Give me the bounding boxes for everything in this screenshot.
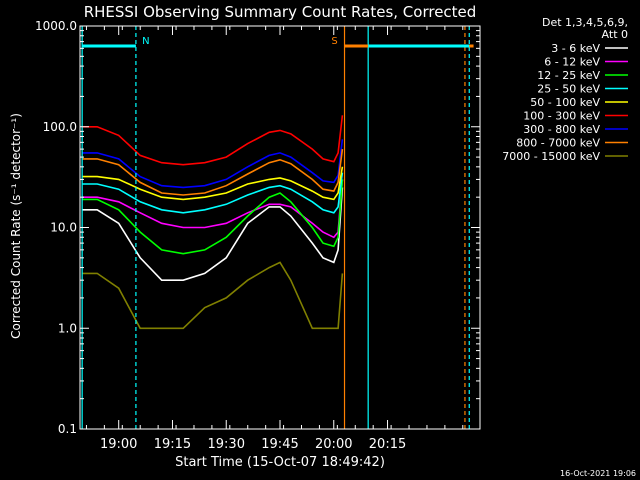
legend-entry-label: 6 - 12 keV xyxy=(544,56,600,69)
x-tick-label: 19:15 xyxy=(154,437,191,452)
y-tick-label: 0.1 xyxy=(58,422,77,436)
x-axis-label: Start Time (15-Oct-07 18:49:42) xyxy=(175,455,385,470)
legend-entry-label: 800 - 7000 keV xyxy=(516,137,600,150)
legend-entry-label: 300 - 800 keV xyxy=(523,123,600,136)
legend-entry-label: 12 - 25 keV xyxy=(537,69,600,82)
footer-timestamp: 16-Oct-2021 19:06 xyxy=(560,469,636,478)
series-line-4 xyxy=(82,166,344,201)
series-line-0 xyxy=(82,187,344,282)
legend-entry-label: 3 - 6 keV xyxy=(551,42,600,55)
series-line-3 xyxy=(82,172,344,214)
x-tick-label: 19:30 xyxy=(208,437,245,452)
series-line-1 xyxy=(82,179,344,239)
x-tick-label: 20:00 xyxy=(315,437,352,452)
legend-entry-label: 100 - 300 keV xyxy=(523,110,600,123)
series-line-7 xyxy=(82,148,344,196)
legend-entry-label: 7000 - 15000 keV xyxy=(502,150,600,163)
y-tick-label: 1.0 xyxy=(58,321,77,335)
legend-header: Det 1,3,4,5,6,9, xyxy=(542,16,628,29)
flag-label-1: S xyxy=(331,36,337,47)
y-axis-label: Corrected Count Rate (s⁻¹ detector⁻¹) xyxy=(9,113,23,339)
x-tick-label: 19:00 xyxy=(100,437,137,452)
plot-area: N S 0.1 1.0 10.0 100.0 1000.0 19:00 19:15 19:30 19… xyxy=(35,19,481,452)
x-tick-label: 20:15 xyxy=(369,437,406,452)
legend-header: Att 0 xyxy=(602,28,628,41)
legend-entry-label: 25 - 50 keV xyxy=(537,83,600,96)
series-line-6 xyxy=(82,139,344,189)
series-line-8 xyxy=(82,261,344,330)
flag-label-0: N xyxy=(142,36,149,47)
y-tick-label: 100.0 xyxy=(43,120,77,134)
series-line-5 xyxy=(82,115,344,166)
y-tick-label: 10.0 xyxy=(50,221,77,235)
legend-entry-label: 50 - 100 keV xyxy=(530,96,600,109)
chart-title: RHESSI Observing Summary Count Rates, Co… xyxy=(84,3,477,21)
x-tick-label: 19:45 xyxy=(261,437,298,452)
series-line-2 xyxy=(82,179,344,255)
y-tick-label: 1000.0 xyxy=(35,19,77,33)
